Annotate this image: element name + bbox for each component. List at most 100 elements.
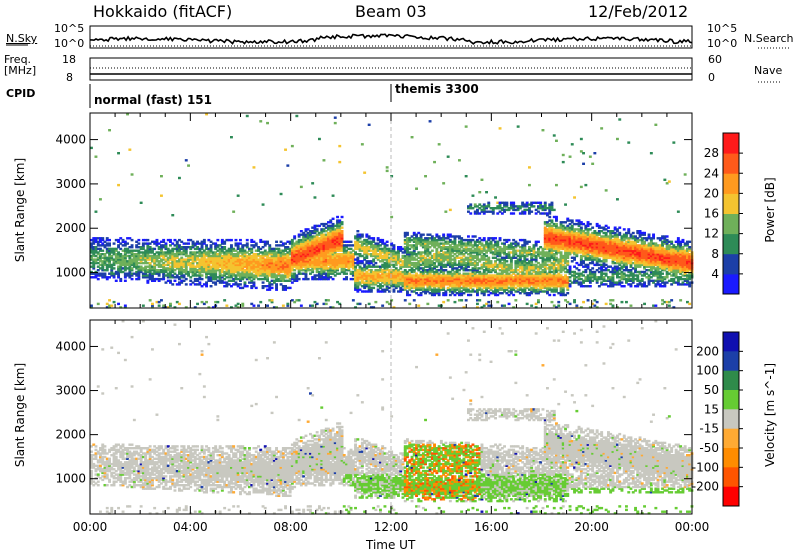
- echo-cell: [266, 279, 269, 282]
- echo-cell: [360, 269, 364, 272]
- echo-cell: [281, 277, 285, 281]
- echo-cell: [309, 240, 312, 243]
- echo-cell: [336, 256, 339, 259]
- echo-cell: [433, 290, 436, 293]
- echo-cell: [171, 267, 175, 270]
- echo-cell: [162, 306, 166, 309]
- echo-cell: [108, 244, 111, 247]
- echo-cell: [266, 258, 269, 261]
- echo-cell: [239, 269, 242, 272]
- echo-cell: [108, 238, 111, 242]
- echo-cell: [333, 254, 337, 258]
- echo-cell: [263, 277, 267, 281]
- echo-cell: [241, 270, 245, 274]
- echo-cell: [306, 254, 310, 258]
- echo-cell: [299, 238, 303, 242]
- echo-cell: [367, 253, 371, 256]
- echo-cell: [428, 276, 432, 279]
- echo-cell: [329, 235, 333, 238]
- echo-cell: [193, 247, 197, 251]
- echo-cell: [230, 238, 233, 242]
- echo-cell: [430, 240, 434, 243]
- echo-cell: [162, 244, 166, 247]
- echo-cell: [306, 238, 310, 242]
- echo-cell: [245, 246, 249, 249]
- echo-cell: [189, 256, 193, 259]
- echo-cell: [248, 277, 251, 281]
- echo-cell: [155, 251, 159, 254]
- echo-cell: [333, 263, 337, 267]
- echo-cell: [200, 267, 204, 270]
- echo-cell: [388, 253, 391, 256]
- echo-cell: [365, 277, 369, 281]
- echo-cell: [148, 274, 152, 277]
- echo-cell: [426, 281, 430, 284]
- echo-cell: [252, 244, 256, 247]
- echo-cell: [417, 276, 421, 279]
- echo-cell: [406, 279, 409, 282]
- echo-cell: [304, 237, 308, 240]
- echo-cell: [388, 247, 391, 251]
- echo-cell: [99, 258, 102, 261]
- echo-cell: [187, 238, 190, 242]
- echo-cell: [205, 113, 208, 116]
- echo-cell: [182, 279, 186, 282]
- echo-cell: [96, 274, 100, 277]
- echo-cell: [202, 249, 206, 252]
- echo-cell: [268, 247, 272, 251]
- echo-cell: [415, 244, 418, 247]
- echo-cell: [426, 263, 430, 267]
- echo-cell: [121, 240, 125, 243]
- echo-cell: [196, 283, 199, 286]
- echo-cell: [381, 238, 385, 242]
- echo-cell: [302, 253, 306, 256]
- echo-cell: [216, 276, 220, 279]
- echo-cell: [315, 270, 319, 274]
- echo-cell: [302, 263, 306, 267]
- echo-cell: [304, 244, 308, 247]
- echo-cell: [383, 242, 387, 245]
- echo-cell: [101, 261, 105, 265]
- echo-cell: [333, 116, 337, 119]
- echo-cell: [322, 233, 326, 236]
- echo-cell: [365, 283, 369, 286]
- echo-cell: [263, 240, 267, 243]
- echo-cell: [421, 244, 425, 247]
- echo-cell: [216, 263, 220, 267]
- echo-cell: [243, 249, 247, 252]
- echo-cell: [322, 242, 326, 245]
- echo-cell: [239, 286, 242, 290]
- echo-cell: [376, 247, 380, 251]
- echo-cell: [196, 240, 199, 243]
- echo-cell: [415, 292, 418, 295]
- echo-cell: [243, 254, 247, 258]
- echo-cell: [171, 270, 175, 274]
- echo-cell: [290, 272, 294, 275]
- echo-cell: [295, 279, 299, 282]
- echo-cell: [363, 277, 367, 281]
- echo-cell: [374, 247, 378, 251]
- echo-cell: [261, 263, 265, 267]
- echo-cell: [388, 251, 391, 254]
- echo-cell: [250, 244, 254, 247]
- echo-cell: [164, 247, 168, 251]
- echo-cell: [360, 143, 364, 146]
- echo-cell: [216, 279, 220, 282]
- echo-cell: [96, 302, 100, 306]
- echo-cell: [412, 247, 416, 251]
- echo-cell: [428, 263, 432, 267]
- echo-cell: [315, 240, 319, 243]
- echo-cell: [383, 283, 387, 286]
- echo-cell: [327, 261, 330, 265]
- echo-cell: [135, 274, 139, 277]
- echo-cell: [148, 299, 152, 302]
- echo-cell: [293, 274, 297, 277]
- echo-cell: [178, 238, 181, 242]
- echo-cell: [245, 272, 249, 275]
- echo-cell: [223, 263, 227, 267]
- echo-cell: [284, 270, 287, 274]
- echo-cell: [216, 246, 220, 249]
- echo-cell: [230, 274, 233, 277]
- echo-cell: [383, 263, 387, 267]
- echo-cell: [275, 288, 278, 291]
